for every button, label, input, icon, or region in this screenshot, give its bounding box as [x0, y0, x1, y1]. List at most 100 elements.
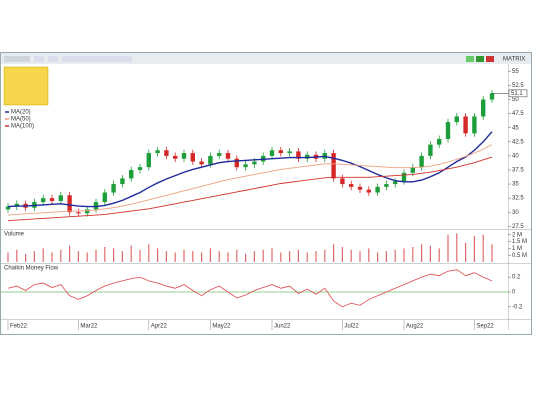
candle-body: [120, 178, 125, 185]
candle-body: [331, 153, 336, 179]
candle-body: [137, 167, 143, 170]
toolbar-button[interactable]: [466, 56, 474, 62]
candle-body: [181, 153, 187, 159]
y-tick-label: 0: [512, 290, 516, 296]
y-tick-label: 1.5 M: [512, 239, 527, 245]
moving-average-line: [7, 144, 493, 216]
candle-body: [296, 151, 301, 159]
volume-bar: [60, 249, 62, 262]
candle-body: [49, 198, 55, 201]
toolbar-button[interactable]: [48, 56, 58, 62]
y-tick-label: 2 M: [512, 232, 522, 238]
y-tick-label: 32.5: [512, 196, 524, 202]
candle-body: [401, 172, 407, 182]
candle-body: [419, 155, 424, 168]
volume-bar: [341, 247, 343, 262]
candle-body: [5, 206, 11, 210]
volume-bar: [95, 249, 97, 262]
volume-bar: [192, 251, 194, 262]
volume-bar: [289, 251, 291, 262]
candle-body: [454, 116, 459, 123]
candle-body: [305, 154, 310, 159]
x-tick-label: Feb22: [10, 324, 28, 330]
candle-body: [190, 153, 195, 162]
x-tick-label: May22: [212, 324, 231, 330]
volume-bar: [130, 245, 132, 262]
candle-body: [252, 161, 257, 165]
candle-body: [437, 138, 442, 145]
panel-title: Chaikin Money Flow: [4, 266, 59, 272]
candle-body: [278, 150, 283, 154]
y-tick-label: 1 M: [512, 246, 522, 252]
volume-bar: [33, 251, 35, 262]
candle-body: [384, 184, 389, 187]
volume-bar: [359, 251, 361, 262]
volume-bar: [165, 251, 167, 262]
volume-bar: [377, 252, 379, 262]
legend-label: MA(100): [11, 124, 34, 130]
volume-bar: [245, 253, 247, 262]
info-box: [3, 66, 49, 106]
volume-bar: [148, 244, 150, 262]
cmf-line: [7, 269, 493, 308]
y-tick-label: 0.2: [512, 275, 521, 281]
volume-bar: [42, 248, 44, 262]
toolbar-button[interactable]: [486, 56, 494, 62]
candle-body: [58, 195, 63, 201]
candle-body: [269, 150, 275, 156]
volume-bar: [429, 245, 431, 262]
volume-bar: [394, 249, 396, 262]
y-tick-label: 55: [512, 69, 519, 75]
candle-body: [393, 181, 398, 185]
x-tick-label: Mar22: [80, 324, 98, 330]
volume-bar: [209, 248, 211, 262]
y-tick-label: 50: [512, 97, 519, 103]
y-tick-label: 42.5: [512, 139, 524, 145]
candle-body: [102, 192, 107, 203]
x-tick-label: Aug22: [406, 324, 424, 330]
volume-bar: [465, 242, 467, 262]
volume-bar: [412, 247, 414, 262]
candle-body: [287, 151, 292, 154]
volume-bar: [51, 252, 53, 262]
toolbar-button[interactable]: [62, 56, 132, 62]
x-tick-label: Jun22: [274, 324, 291, 330]
volume-bar: [139, 249, 141, 262]
volume-bar: [315, 251, 317, 262]
candle-body: [155, 150, 160, 154]
volume-bar: [201, 252, 203, 262]
y-tick-label: 0.5 M: [512, 253, 527, 259]
volume-bar: [113, 248, 115, 262]
y-tick-label: 27.5: [512, 224, 524, 230]
volume-bar: [104, 247, 106, 262]
volume-bar: [25, 253, 27, 262]
candle-body: [129, 169, 134, 179]
volume-bar: [174, 252, 176, 262]
toolbar: [1, 53, 531, 64]
candle-body: [217, 153, 222, 156]
window-frame: [0, 52, 532, 335]
candle-body: [85, 209, 90, 214]
candle-body: [14, 203, 19, 207]
volume-bar: [438, 248, 440, 262]
toolbar-button[interactable]: [34, 56, 44, 62]
candle-body: [93, 202, 99, 210]
volume-bar: [236, 249, 238, 262]
candle-body: [199, 161, 204, 165]
volume-bar: [297, 249, 299, 262]
y-tick-label: 45: [512, 125, 519, 131]
y-tick-label: 30: [512, 210, 519, 216]
volume-bar: [482, 234, 484, 262]
candle-body: [208, 155, 213, 165]
volume-bar: [473, 236, 475, 262]
candle-body: [146, 153, 151, 168]
candle-body: [375, 186, 380, 193]
volume-bar: [121, 251, 123, 262]
symbol-box[interactable]: [4, 56, 30, 62]
volume-bar: [456, 233, 458, 262]
candle-body: [428, 144, 433, 156]
toolbar-label[interactable]: MATRIX: [503, 57, 525, 63]
y-tick-label: 40: [512, 153, 519, 159]
volume-bar: [385, 251, 387, 262]
toolbar-button[interactable]: [476, 56, 484, 62]
